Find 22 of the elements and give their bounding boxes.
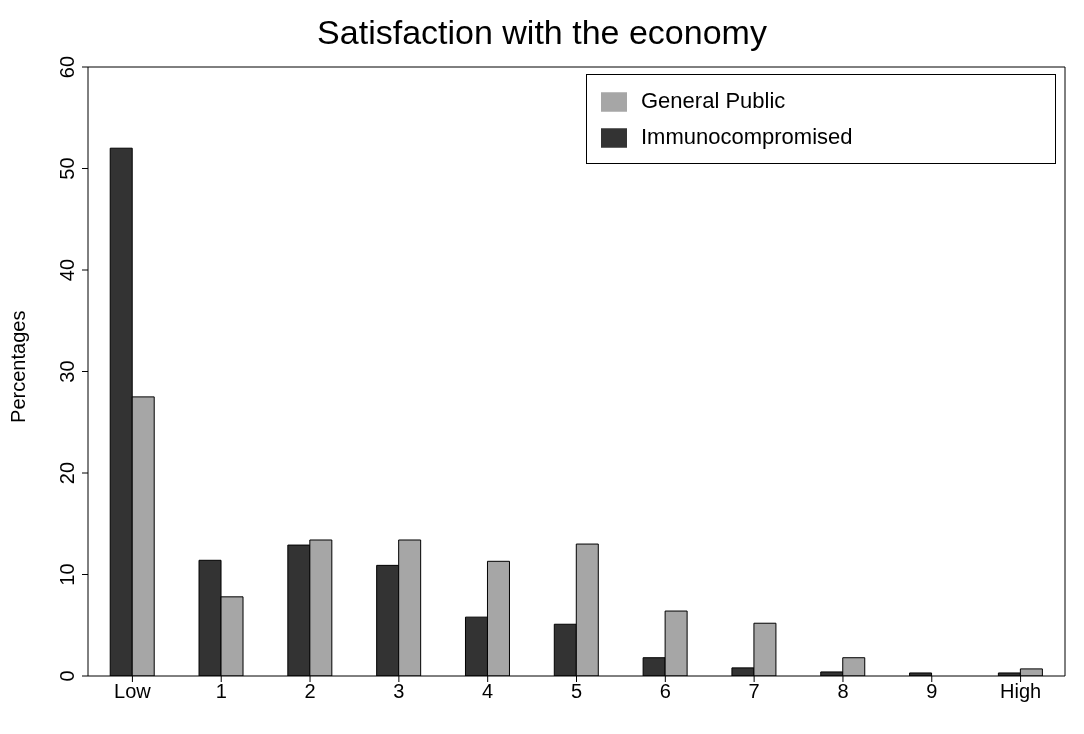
x-tick-label: High [1000, 680, 1042, 703]
x-tick-label: 6 [659, 680, 671, 703]
x-tick-label: 8 [837, 680, 849, 703]
x-tick-label: Low [114, 680, 152, 703]
y-tick-label: 40 [56, 258, 78, 282]
y-tick-label: 0 [56, 670, 78, 682]
chart-title: Satisfaction with the economy [316, 12, 768, 53]
x-tick-label: 7 [748, 680, 760, 703]
y-tick-label: 30 [56, 360, 78, 383]
y-tick-label: 50 [56, 157, 78, 180]
x-tick-label: 4 [482, 680, 494, 703]
x-tick-label: 2 [304, 680, 316, 703]
x-tick-label: 5 [570, 680, 583, 703]
y-axis-title: Percentages [6, 310, 30, 423]
y-tick-label: 10 [56, 563, 78, 586]
x-tick-label: 1 [215, 680, 227, 703]
y-tick-label: 20 [56, 461, 78, 485]
x-tick-label: 3 [393, 680, 405, 703]
y-tick-label: 60 [56, 55, 78, 79]
x-tick-label: 9 [926, 680, 938, 703]
legend-label: General Public [641, 88, 786, 113]
legend-label: Immunocompromised [641, 124, 853, 149]
